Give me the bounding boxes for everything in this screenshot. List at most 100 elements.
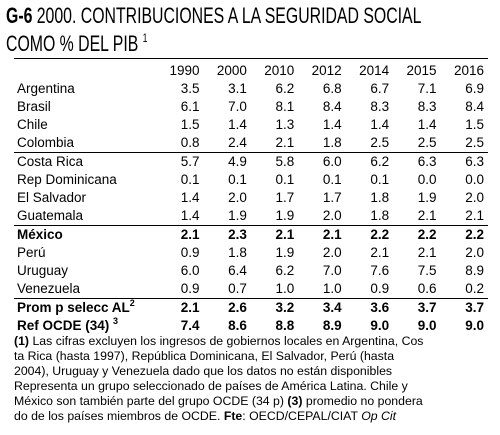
summary-label: Ref OCDE (34) 3 bbox=[14, 317, 156, 335]
value-cell: 6.7 bbox=[370, 81, 390, 96]
value-cell: 1.5 bbox=[465, 117, 484, 132]
value-cell: 0.9 bbox=[180, 281, 200, 296]
table-row: Rep Dominicana 0.1 0.1 0.1 0.1 0.1 0.0 0… bbox=[14, 171, 488, 189]
value-cell: 0.1 bbox=[275, 172, 295, 187]
table-row: Colombia 0.8 2.4 2.1 1.8 2.5 2.5 2.5 bbox=[14, 134, 488, 153]
value-cell: 1.0 bbox=[275, 281, 295, 296]
table-row-summary: Ref OCDE (34) 3 7.4 8.6 8.8 8.9 9.0 9.0 … bbox=[14, 317, 488, 335]
footnote-marker: (1) bbox=[14, 334, 30, 348]
footnote-line: (1) Las cifras excluyen los ingresos de … bbox=[14, 334, 492, 349]
table-row: Uruguay 6.0 6.4 6.2 7.0 7.6 7.5 8.9 bbox=[14, 262, 488, 280]
value-cell: 1.8 bbox=[322, 135, 342, 150]
footnote-ref: 3 bbox=[113, 316, 119, 326]
value-cell: 2.1 bbox=[275, 135, 295, 150]
value-cell: 2.1 bbox=[298, 225, 346, 244]
title-text-continued: COMO % DEL PIB bbox=[6, 31, 139, 56]
value-cell: 2.1 bbox=[370, 245, 390, 260]
value-cell: 2.3 bbox=[203, 225, 251, 244]
value-cell: 0.7 bbox=[228, 281, 247, 296]
table-row: Brasil 6.1 7.0 8.1 8.4 8.3 8.3 8.4 bbox=[14, 98, 488, 116]
value-cell: 2.2 bbox=[440, 225, 488, 244]
value-cell: 2.0 bbox=[465, 190, 484, 205]
value-cell: 8.3 bbox=[370, 99, 390, 114]
year-header: 2000 bbox=[216, 63, 247, 78]
value-cell: 2.5 bbox=[417, 135, 437, 150]
value-cell: 8.6 bbox=[228, 318, 247, 333]
value-cell: 1.8 bbox=[228, 245, 247, 260]
value-cell: 7.4 bbox=[180, 318, 200, 333]
year-header: 2012 bbox=[311, 63, 342, 78]
year-header: 2010 bbox=[264, 63, 295, 78]
year-header-row: 1990 2000 2010 2012 2014 2015 2016 bbox=[14, 62, 488, 80]
value-cell: 0.6 bbox=[417, 281, 437, 296]
value-cell: 6.4 bbox=[228, 263, 247, 278]
value-cell: 1.4 bbox=[322, 117, 342, 132]
value-cell: 1.8 bbox=[370, 208, 390, 223]
value-cell: 8.4 bbox=[322, 99, 342, 114]
footnote-line: ta Rica (hasta 1997), República Dominica… bbox=[14, 349, 395, 363]
value-cell: 2.0 bbox=[322, 245, 342, 260]
country-name: El Salvador bbox=[17, 190, 87, 205]
value-cell: 1.4 bbox=[180, 208, 200, 223]
value-cell: 1.7 bbox=[275, 190, 295, 205]
footnote-line: Representa un grupo seleccionado de país… bbox=[14, 379, 408, 393]
country-name: Guatemala bbox=[17, 208, 84, 223]
table-row: Guatemala 1.4 1.9 1.9 2.0 1.8 2.1 2.1 bbox=[14, 207, 488, 226]
value-cell: 1.4 bbox=[370, 117, 390, 132]
value-cell: 7.0 bbox=[322, 263, 342, 278]
value-cell: 2.5 bbox=[370, 135, 390, 150]
year-header: 2015 bbox=[406, 63, 437, 78]
footnote-line: 2004), Uruguay y Venezuela dado que los … bbox=[14, 364, 393, 378]
value-cell: 8.8 bbox=[275, 318, 295, 333]
value-cell: 1.0 bbox=[322, 281, 342, 296]
title-footnote-ref: 1 bbox=[142, 31, 148, 45]
value-cell: 6.1 bbox=[180, 99, 200, 114]
value-cell: 6.3 bbox=[393, 152, 441, 171]
country-name: Rep Dominicana bbox=[17, 172, 117, 187]
country-name: Perú bbox=[17, 245, 46, 260]
value-cell: 0.1 bbox=[322, 172, 342, 187]
value-cell: 9.0 bbox=[417, 318, 437, 333]
table-row: El Salvador 1.4 2.0 1.7 1.7 1.8 1.9 2.0 bbox=[14, 189, 488, 207]
value-cell: 4.9 bbox=[203, 152, 251, 171]
value-cell: 6.2 bbox=[275, 81, 295, 96]
value-cell: 3.7 bbox=[393, 298, 441, 317]
value-cell: 3.1 bbox=[228, 81, 247, 96]
value-cell: 9.0 bbox=[465, 318, 484, 333]
value-cell: 3.4 bbox=[298, 298, 346, 317]
footnotes: (1) Las cifras excluyen los ingresos de … bbox=[14, 334, 492, 424]
corner-cell bbox=[14, 62, 156, 80]
year-header: 2014 bbox=[359, 63, 390, 78]
value-cell: 8.3 bbox=[417, 99, 437, 114]
table-row: Costa Rica 5.7 4.9 5.8 6.0 6.2 6.3 6.3 bbox=[14, 152, 488, 171]
table-title: G-6 2000. CONTRIBUCIONES A LA SEGURIDAD S… bbox=[6, 5, 494, 55]
year-header: 2016 bbox=[453, 63, 484, 78]
value-cell: 0.2 bbox=[465, 281, 484, 296]
country-name: Brasil bbox=[17, 99, 51, 114]
value-cell: 6.9 bbox=[465, 81, 484, 96]
value-cell: 5.8 bbox=[250, 152, 299, 171]
footnote-text: México son también parte del grupo OCDE … bbox=[14, 394, 288, 408]
source-reference: Op Cit bbox=[361, 409, 397, 423]
value-cell: 8.9 bbox=[465, 263, 484, 278]
value-cell: 1.4 bbox=[417, 117, 437, 132]
value-cell: 2.4 bbox=[228, 135, 247, 150]
data-table: 1990 2000 2010 2012 2014 2015 2016 Argen… bbox=[14, 62, 488, 335]
value-cell: 1.9 bbox=[275, 208, 295, 223]
value-cell: 0.0 bbox=[465, 172, 484, 187]
value-cell: 2.2 bbox=[393, 225, 441, 244]
value-cell: 6.0 bbox=[298, 152, 346, 171]
footnote-line: México son también parte del grupo OCDE … bbox=[14, 394, 492, 409]
table-row-highlight: México 2.1 2.3 2.1 2.1 2.2 2.2 2.2 bbox=[14, 225, 488, 244]
country-name: Colombia bbox=[17, 135, 75, 150]
value-cell: 3.7 bbox=[440, 298, 488, 317]
value-cell: 3.5 bbox=[180, 81, 200, 96]
value-cell: 7.6 bbox=[370, 263, 390, 278]
table-row-summary: Prom p selecc AL2 2.1 2.6 3.2 3.4 3.6 3.… bbox=[14, 298, 488, 317]
value-cell: 0.1 bbox=[228, 172, 247, 187]
country-name: Costa Rica bbox=[14, 152, 157, 171]
value-cell: 2.1 bbox=[417, 208, 437, 223]
country-name: Chile bbox=[17, 117, 48, 132]
table-row: Venezuela 0.9 0.7 1.0 1.0 0.9 0.6 0.2 bbox=[14, 280, 488, 299]
value-cell: 6.8 bbox=[322, 81, 342, 96]
